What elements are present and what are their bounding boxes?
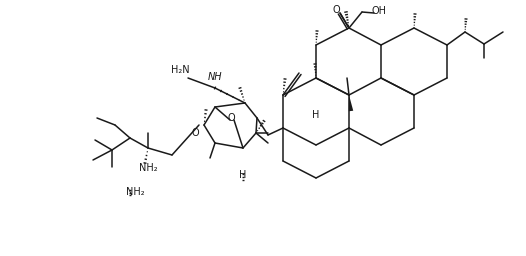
Text: NH₂: NH₂: [139, 163, 157, 173]
Polygon shape: [349, 95, 353, 111]
Text: OH: OH: [371, 6, 387, 16]
Text: NH₂: NH₂: [126, 187, 144, 197]
Text: O: O: [332, 5, 340, 15]
Text: O: O: [191, 128, 199, 138]
Text: H₂N: H₂N: [171, 65, 189, 75]
Text: H: H: [239, 170, 247, 180]
Text: O: O: [227, 113, 235, 123]
Text: NH: NH: [208, 72, 222, 82]
Text: H: H: [312, 110, 320, 120]
